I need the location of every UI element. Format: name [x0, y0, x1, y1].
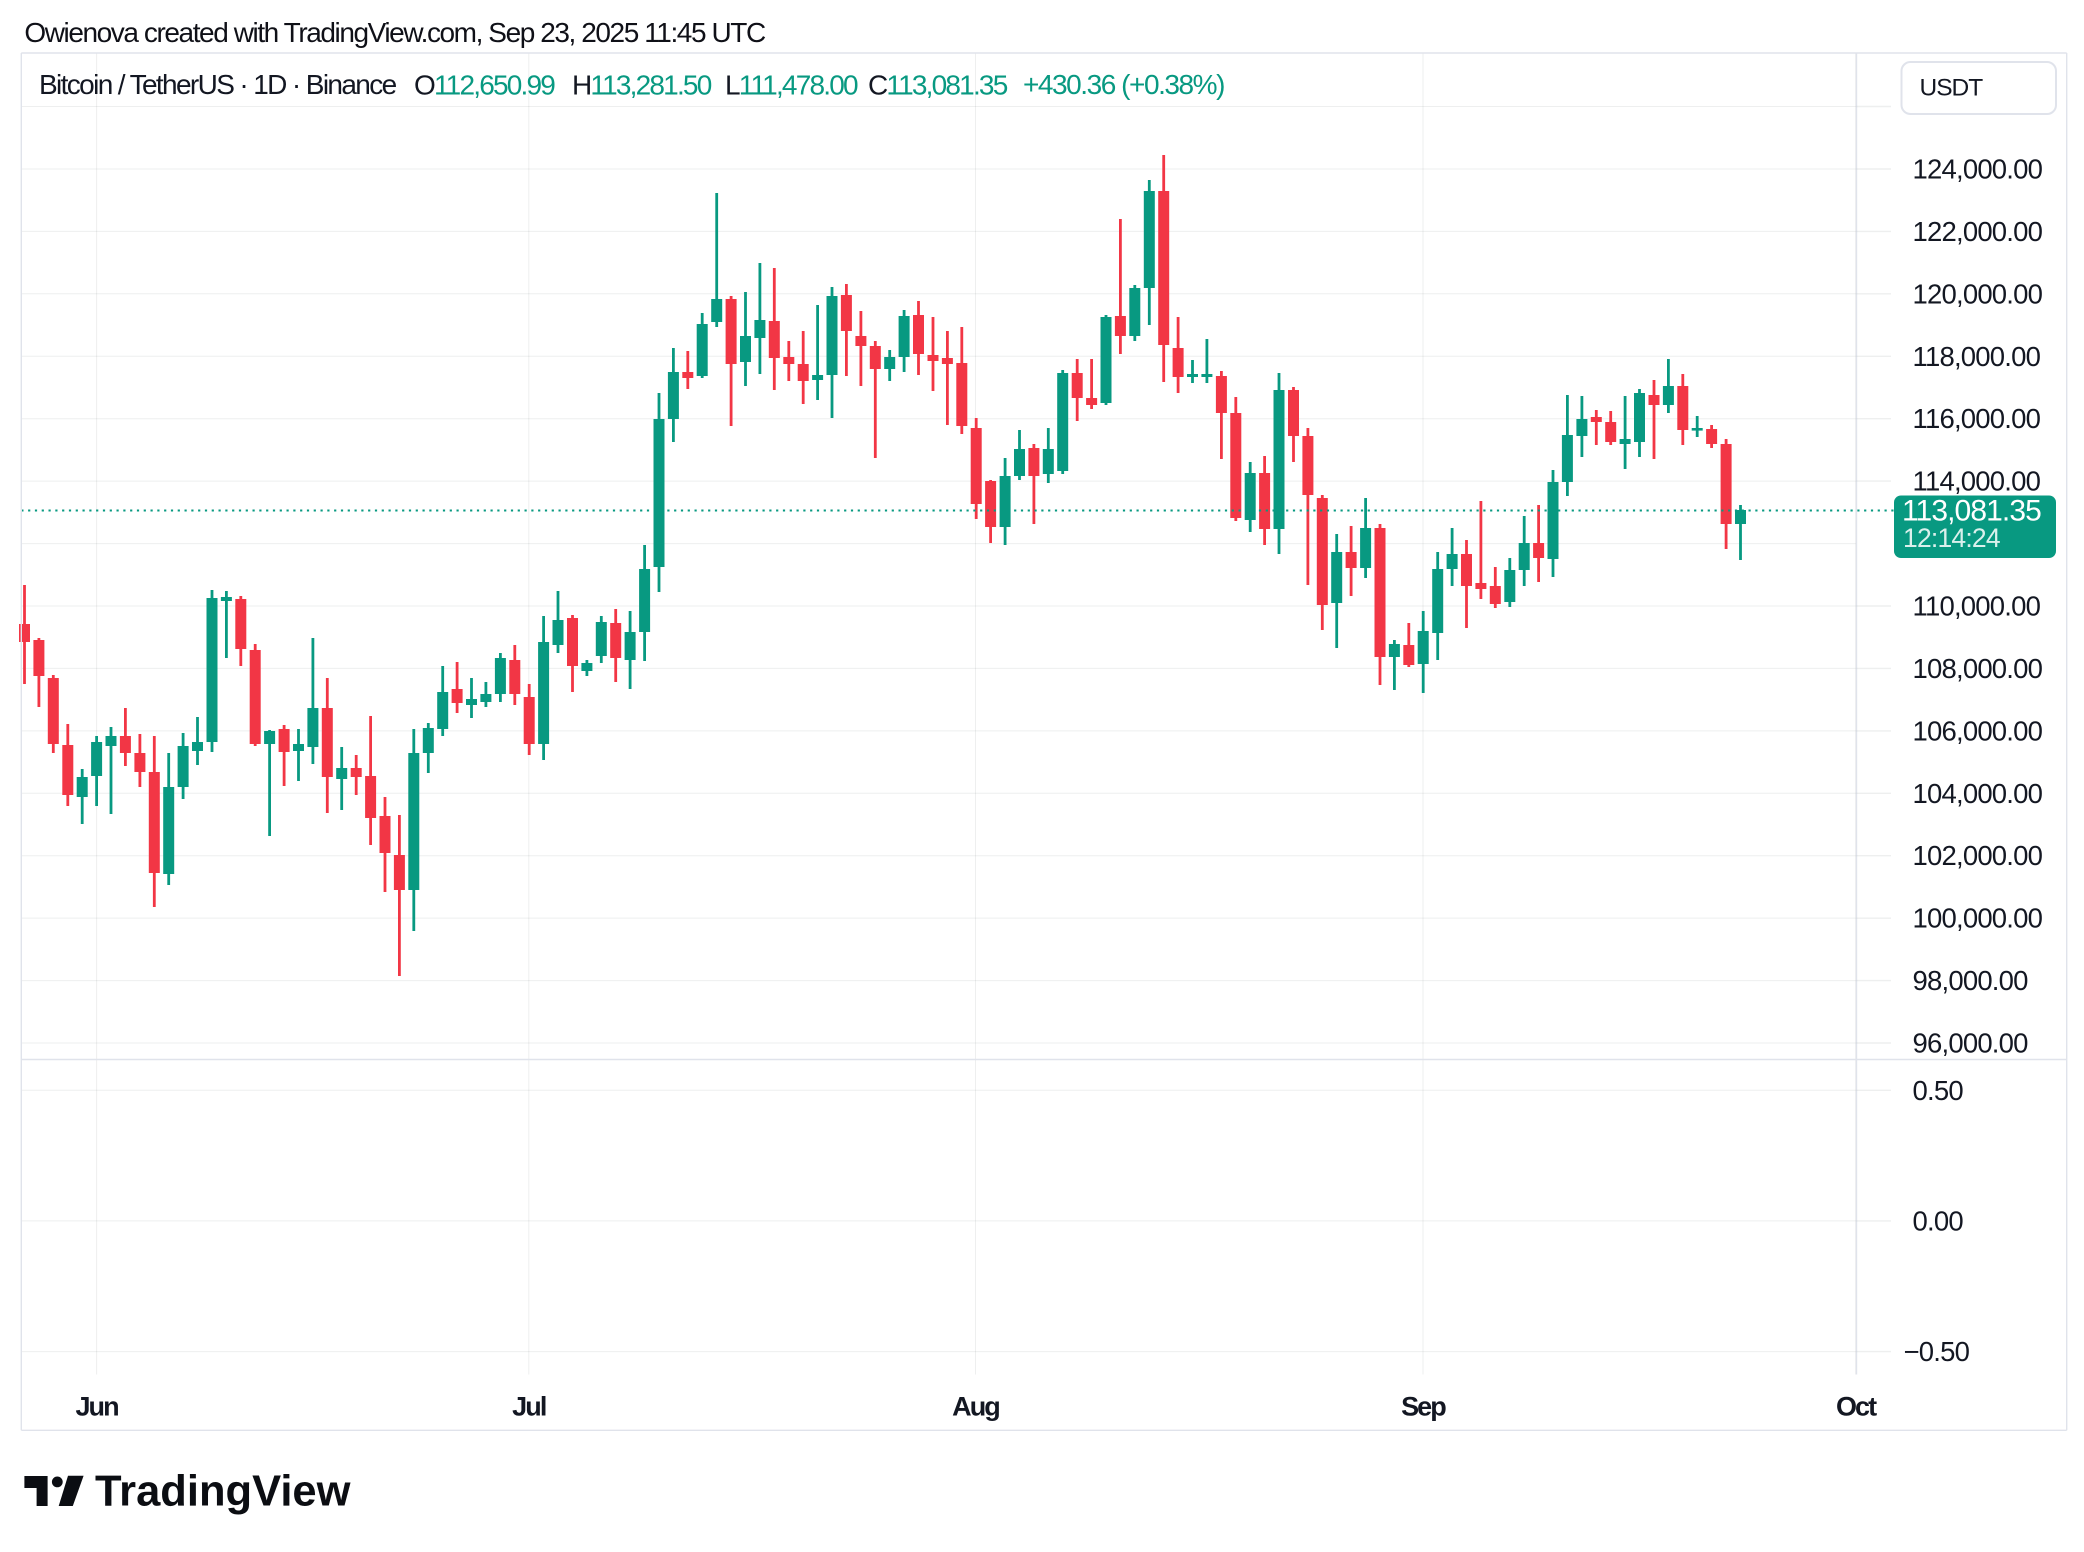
svg-text:Owienova created with TradingV: Owienova created with TradingView.com, S…	[24, 17, 766, 48]
svg-text:116,000.00: 116,000.00	[1913, 403, 2041, 434]
svg-text:12:14:24: 12:14:24	[1903, 523, 2000, 553]
svg-text:Jul: Jul	[512, 1392, 546, 1422]
svg-text:108,000.00: 108,000.00	[1913, 653, 2043, 684]
svg-text:O112,650.99: O112,650.99	[414, 69, 555, 100]
svg-text:C113,081.35: C113,081.35	[868, 69, 1008, 100]
svg-text:122,000.00: 122,000.00	[1913, 216, 2043, 247]
svg-text:USDT: USDT	[1920, 75, 1984, 102]
svg-text:+430.36 (+0.38%): +430.36 (+0.38%)	[1023, 69, 1224, 100]
svg-text:106,000.00: 106,000.00	[1913, 715, 2043, 746]
svg-text:Jun: Jun	[75, 1392, 118, 1422]
svg-text:0.50: 0.50	[1913, 1075, 1964, 1106]
svg-text:H113,281.50: H113,281.50	[572, 69, 712, 100]
svg-text:114,000.00: 114,000.00	[1913, 466, 2041, 497]
svg-text:Aug: Aug	[952, 1392, 999, 1422]
svg-text:110,000.00: 110,000.00	[1913, 591, 2041, 622]
svg-text:124,000.00: 124,000.00	[1913, 154, 2043, 185]
svg-text:100,000.00: 100,000.00	[1913, 903, 2043, 934]
svg-text:0.00: 0.00	[1913, 1205, 1964, 1236]
svg-text:102,000.00: 102,000.00	[1913, 840, 2043, 871]
svg-text:TradingView: TradingView	[95, 1468, 351, 1516]
svg-text:118,000.00: 118,000.00	[1913, 341, 2041, 372]
svg-text:Oct: Oct	[1836, 1392, 1877, 1422]
svg-text:104,000.00: 104,000.00	[1913, 778, 2043, 809]
svg-text:−0.50: −0.50	[1904, 1336, 1970, 1367]
svg-text:Sep: Sep	[1401, 1392, 1446, 1422]
svg-text:L111,478.00: L111,478.00	[725, 69, 858, 100]
svg-text:Bitcoin / TetherUS · 1D · Bina: Bitcoin / TetherUS · 1D · Binance	[39, 69, 397, 100]
svg-text:113,081.35: 113,081.35	[1902, 495, 2041, 528]
svg-text:98,000.00: 98,000.00	[1913, 965, 2029, 996]
svg-text:96,000.00: 96,000.00	[1913, 1028, 2029, 1059]
svg-text:120,000.00: 120,000.00	[1913, 278, 2043, 309]
